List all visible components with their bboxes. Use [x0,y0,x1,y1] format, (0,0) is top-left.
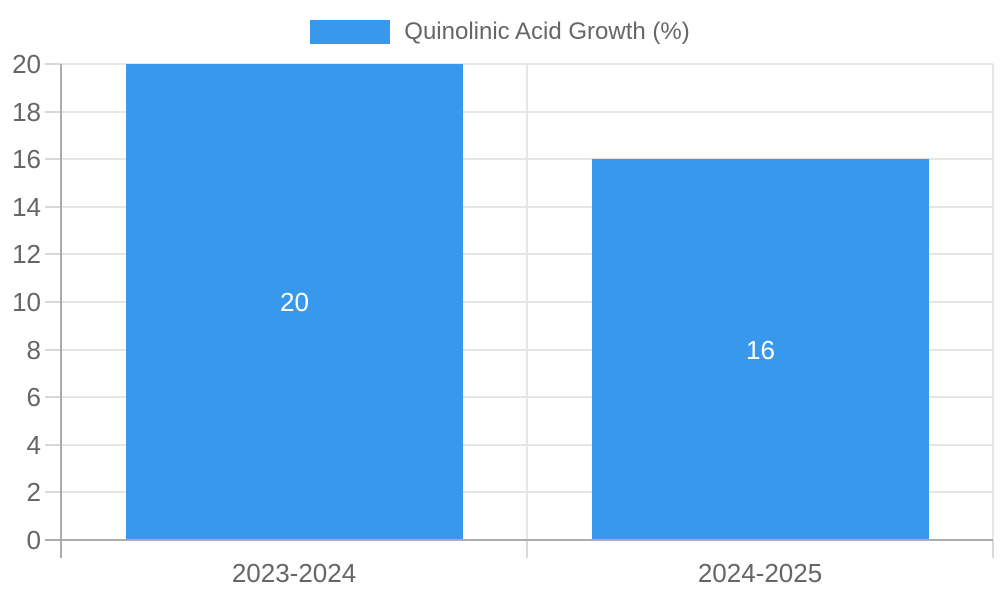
tick-mark [45,396,61,398]
tick-mark [45,301,61,303]
legend: Quinolinic Acid Growth (%) [0,18,1000,46]
tick-mark [45,63,61,65]
y-tick-label: 8 [26,335,41,365]
bar[interactable] [592,159,929,540]
tick-mark [45,491,61,493]
tick-mark [45,253,61,255]
x-axis-label: 2024-2025 [697,558,823,588]
legend-swatch-icon [310,20,391,44]
tick-mark [45,444,61,446]
legend-item[interactable]: Quinolinic Acid Growth (%) [310,18,690,46]
y-tick-label: 6 [26,382,41,412]
y-tick-label: 10 [12,287,41,317]
y-tick-label: 16 [12,144,41,174]
tick-mark [992,540,994,558]
tick-mark [45,349,61,351]
y-tick-label: 20 [12,49,41,79]
gridline [526,64,528,540]
tick-mark [45,158,61,160]
legend-label: Quinolinic Acid Growth (%) [404,18,690,45]
y-tick-label: 18 [12,97,41,127]
tick-mark [526,540,528,558]
y-tick-label: 2 [26,477,41,507]
y-tick-label: 0 [26,525,41,555]
x-axis-label: 2023-2024 [231,558,357,588]
bar[interactable] [126,64,463,540]
y-tick-label: 12 [12,239,41,269]
gridline [992,64,994,540]
y-tick-label: 4 [26,430,41,460]
tick-mark [45,111,61,113]
y-axis-line [60,64,62,558]
y-tick-label: 14 [12,192,41,222]
tick-mark [45,206,61,208]
